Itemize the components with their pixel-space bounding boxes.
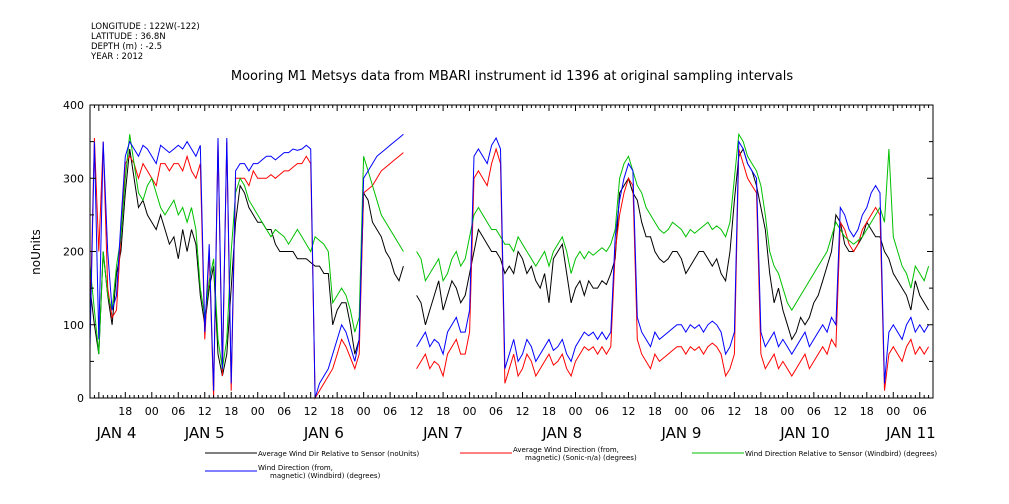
- x-day-label: JAN 8: [541, 424, 582, 442]
- x-tick-label: 00: [780, 405, 794, 418]
- x-tick-label: 06: [701, 405, 715, 418]
- x-tick-label: 06: [383, 405, 397, 418]
- x-tick-label: 00: [568, 405, 582, 418]
- x-tick-label: 00: [251, 405, 265, 418]
- series-line-1: [89, 147, 930, 377]
- x-tick-label: 12: [304, 405, 318, 418]
- x-tick-label: 18: [648, 405, 662, 418]
- x-tick-label: 18: [118, 405, 132, 418]
- legend-label-line: Wind Direction (from,: [258, 464, 333, 472]
- chart-title: Mooring M1 Metsys data from MBARI instru…: [231, 69, 793, 84]
- y-tick-label: 400: [63, 99, 84, 112]
- y-tick-label: 0: [77, 392, 84, 405]
- x-tick-label: 00: [674, 405, 688, 418]
- y-axis-label: noUnits: [29, 229, 43, 275]
- longitude-label: LONGITUDE : 122W(-122): [91, 22, 200, 32]
- x-tick-label: 12: [410, 405, 424, 418]
- year-label: YEAR : 2012: [91, 52, 144, 62]
- legend-label-line: magnetic) (Sonic-n/a) (degrees): [525, 454, 637, 462]
- x-day-label: JAN 9: [660, 424, 701, 442]
- legend-label-line: Average Wind Direction (from,: [513, 446, 619, 454]
- x-tick-label: 12: [727, 405, 741, 418]
- x-tick-label: 00: [145, 405, 159, 418]
- x-day-label: JAN 10: [779, 424, 830, 442]
- x-tick-label: 18: [860, 405, 874, 418]
- legend-label: Average Wind Dir Relative to Sensor (noU…: [258, 450, 419, 458]
- x-tick-label: 06: [171, 405, 185, 418]
- x-tick-label: 12: [621, 405, 635, 418]
- latitude-label: LATITUDE : 36.8N: [91, 32, 166, 42]
- legend-label: Wind Direction Relative to Sensor (Windb…: [745, 450, 937, 458]
- x-tick-label: 18: [224, 405, 238, 418]
- x-day-label: JAN 11: [885, 424, 936, 442]
- x-tick-label: 00: [886, 405, 900, 418]
- x-tick-label: 18: [542, 405, 556, 418]
- legend-label-line: Average Wind Dir Relative to Sensor (noU…: [258, 450, 419, 458]
- x-tick-label: 12: [198, 405, 212, 418]
- legend-label: Average Wind Direction (from, magnetic) (…: [513, 446, 637, 462]
- x-tick-label: 06: [595, 405, 609, 418]
- series-layer: [89, 132, 930, 400]
- legend-label: Wind Direction (from, magnetic) (Windbird…: [258, 464, 381, 480]
- x-tick-label: 06: [489, 405, 503, 418]
- x-day-label: JAN 6: [303, 424, 344, 442]
- x-tick-label: 18: [436, 405, 450, 418]
- x-day-label: JAN 5: [184, 424, 225, 442]
- x-tick-label: 18: [330, 405, 344, 418]
- y-tick-label: 200: [63, 246, 84, 259]
- metadata-block: LONGITUDE : 122W(-122) LATITUDE : 36.8N …: [91, 22, 200, 62]
- x-tick-label: 12: [516, 405, 530, 418]
- x-tick-label: 06: [807, 405, 821, 418]
- legend: Average Wind Dir Relative to Sensor (noU…: [205, 446, 937, 480]
- x-tick-label: 00: [463, 405, 477, 418]
- x-tick-label: 00: [357, 405, 371, 418]
- axis-layer: 0 100 200 300 400 18 00 06 12 18 00 06 12 18 00 06 12 18 0…: [63, 99, 936, 442]
- x-tick-label: 06: [277, 405, 291, 418]
- x-day-label: JAN 4: [95, 424, 136, 442]
- x-day-label: JAN 7: [422, 424, 463, 442]
- legend-label-line: Wind Direction Relative to Sensor (Windb…: [745, 450, 937, 458]
- series-line-4: [89, 133, 930, 399]
- legend-label-line: magnetic) (Windbird) (degrees): [270, 472, 381, 480]
- y-tick-label: 300: [63, 172, 84, 185]
- depth-label: DEPTH (m) : -2.5: [91, 42, 163, 52]
- x-tick-label: 12: [833, 405, 847, 418]
- x-tick-label: 06: [913, 405, 927, 418]
- y-tick-label: 100: [63, 319, 84, 332]
- x-tick-label: 18: [754, 405, 768, 418]
